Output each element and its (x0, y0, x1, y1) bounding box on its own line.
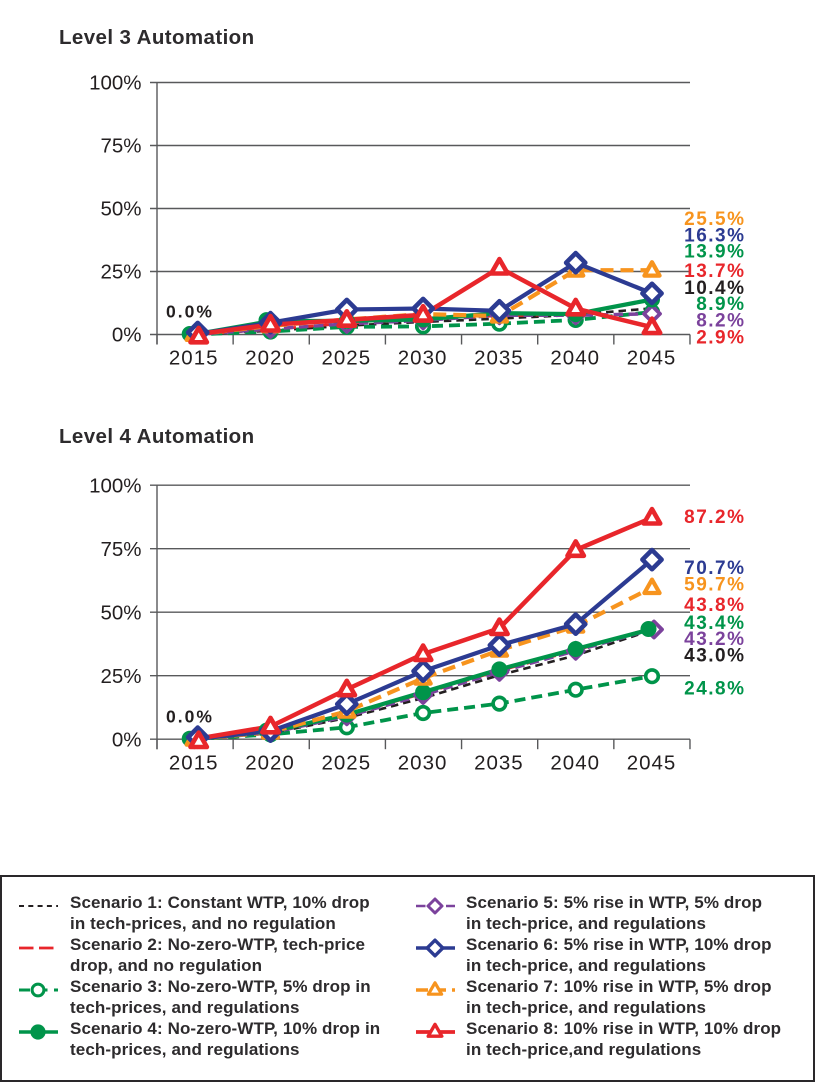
svg-text:75%: 75% (100, 538, 141, 561)
svg-text:2045: 2045 (627, 751, 677, 774)
svg-text:8.2%: 8.2% (696, 311, 745, 332)
svg-text:0.0%: 0.0% (166, 302, 214, 322)
svg-text:87.2%: 87.2% (684, 507, 745, 528)
svg-text:75%: 75% (100, 135, 141, 158)
svg-text:13.7%: 13.7% (684, 261, 745, 282)
svg-text:2035: 2035 (474, 751, 524, 774)
svg-text:2020: 2020 (245, 346, 295, 369)
svg-text:2030: 2030 (398, 346, 448, 369)
svg-text:25.5%: 25.5% (684, 209, 745, 230)
svg-text:2015: 2015 (169, 346, 219, 369)
svg-text:59.7%: 59.7% (684, 575, 745, 596)
svg-text:43.0%: 43.0% (684, 646, 745, 667)
svg-text:2030: 2030 (398, 751, 448, 774)
svg-text:2040: 2040 (550, 751, 600, 774)
svg-text:0.0%: 0.0% (166, 707, 214, 727)
svg-text:2045: 2045 (627, 346, 677, 369)
svg-text:50%: 50% (100, 601, 141, 624)
svg-text:43.8%: 43.8% (684, 595, 745, 616)
svg-text:13.9%: 13.9% (684, 242, 745, 263)
svg-text:100%: 100% (89, 474, 141, 497)
svg-text:2025: 2025 (321, 346, 371, 369)
svg-text:16.3%: 16.3% (684, 225, 745, 246)
svg-text:2035: 2035 (474, 346, 524, 369)
svg-text:43.4%: 43.4% (684, 613, 745, 634)
svg-text:43.2%: 43.2% (684, 629, 745, 650)
svg-text:0%: 0% (112, 324, 142, 347)
svg-text:0%: 0% (112, 728, 142, 751)
svg-text:10.4%: 10.4% (684, 278, 745, 299)
svg-text:8.9%: 8.9% (696, 294, 745, 315)
svg-text:2025: 2025 (321, 751, 371, 774)
svg-text:25%: 25% (100, 261, 141, 284)
svg-text:24.8%: 24.8% (684, 679, 745, 700)
svg-text:2015: 2015 (169, 751, 219, 774)
svg-text:25%: 25% (100, 665, 141, 688)
svg-text:100%: 100% (89, 72, 141, 95)
svg-text:2040: 2040 (550, 346, 600, 369)
svg-text:2.9%: 2.9% (696, 328, 745, 349)
svg-text:70.7%: 70.7% (684, 558, 745, 579)
svg-text:2020: 2020 (245, 751, 295, 774)
svg-text:50%: 50% (100, 198, 141, 221)
